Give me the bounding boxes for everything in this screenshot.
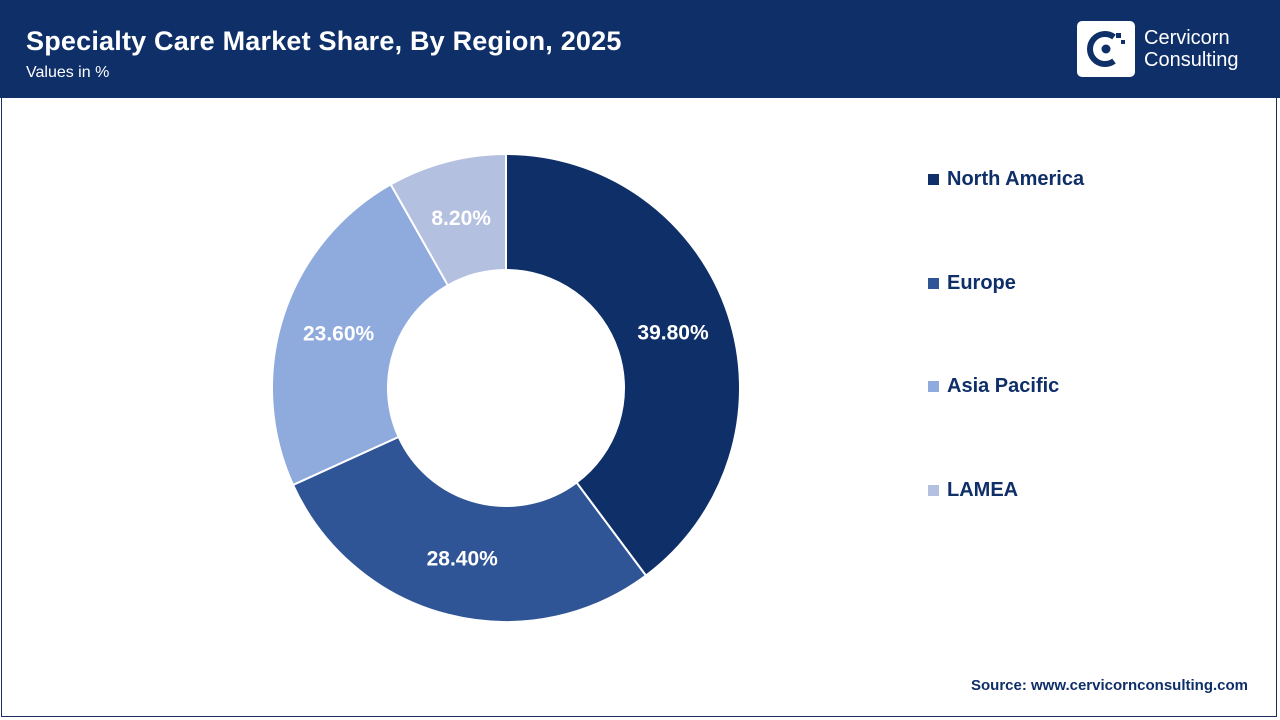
donut-slice-lamea xyxy=(389,152,507,287)
chart-subtitle: Values in % xyxy=(26,64,110,81)
header-bar: Specialty Care Market Share, By Region, … xyxy=(0,0,1280,98)
legend-swatch xyxy=(928,278,939,289)
legend-item-lamea: LAMEA xyxy=(928,479,1018,502)
logo-text: Cervicorn Consulting xyxy=(1144,27,1239,71)
logo-line-2: Consulting xyxy=(1144,49,1239,71)
donut-slice-north-america xyxy=(505,152,741,577)
slice-label-lamea: 8.20% xyxy=(431,207,491,230)
legend-label: LAMEA xyxy=(947,479,1019,501)
donut-slice-europe xyxy=(291,435,648,623)
slice-label-europe: 28.40% xyxy=(427,547,499,570)
legend-item-europe: Europe xyxy=(928,272,1016,295)
logo-icon xyxy=(1077,21,1135,77)
legend-label: Asia Pacific xyxy=(947,375,1060,397)
source-note: Source: www.cervicornconsulting.com xyxy=(970,677,1248,694)
legend-swatch xyxy=(928,174,939,185)
brand-logo: Cervicorn Consulting xyxy=(1077,21,1239,77)
donut-slice-asia-pacific xyxy=(271,183,450,487)
legend-label: North America xyxy=(947,168,1085,190)
chart-title: Specialty Care Market Share, By Region, … xyxy=(26,26,622,56)
legend-item-asia-pacific: Asia Pacific xyxy=(928,375,1059,398)
legend-item-north-america: North America xyxy=(928,168,1084,191)
slice-label-north-america: 39.80% xyxy=(637,322,709,345)
legend-swatch xyxy=(928,381,939,392)
slice-label-asia-pacific: 23.60% xyxy=(303,323,375,346)
legend-label: Europe xyxy=(947,272,1016,294)
logo-line-1: Cervicorn xyxy=(1144,27,1230,49)
legend-swatch xyxy=(928,485,939,496)
